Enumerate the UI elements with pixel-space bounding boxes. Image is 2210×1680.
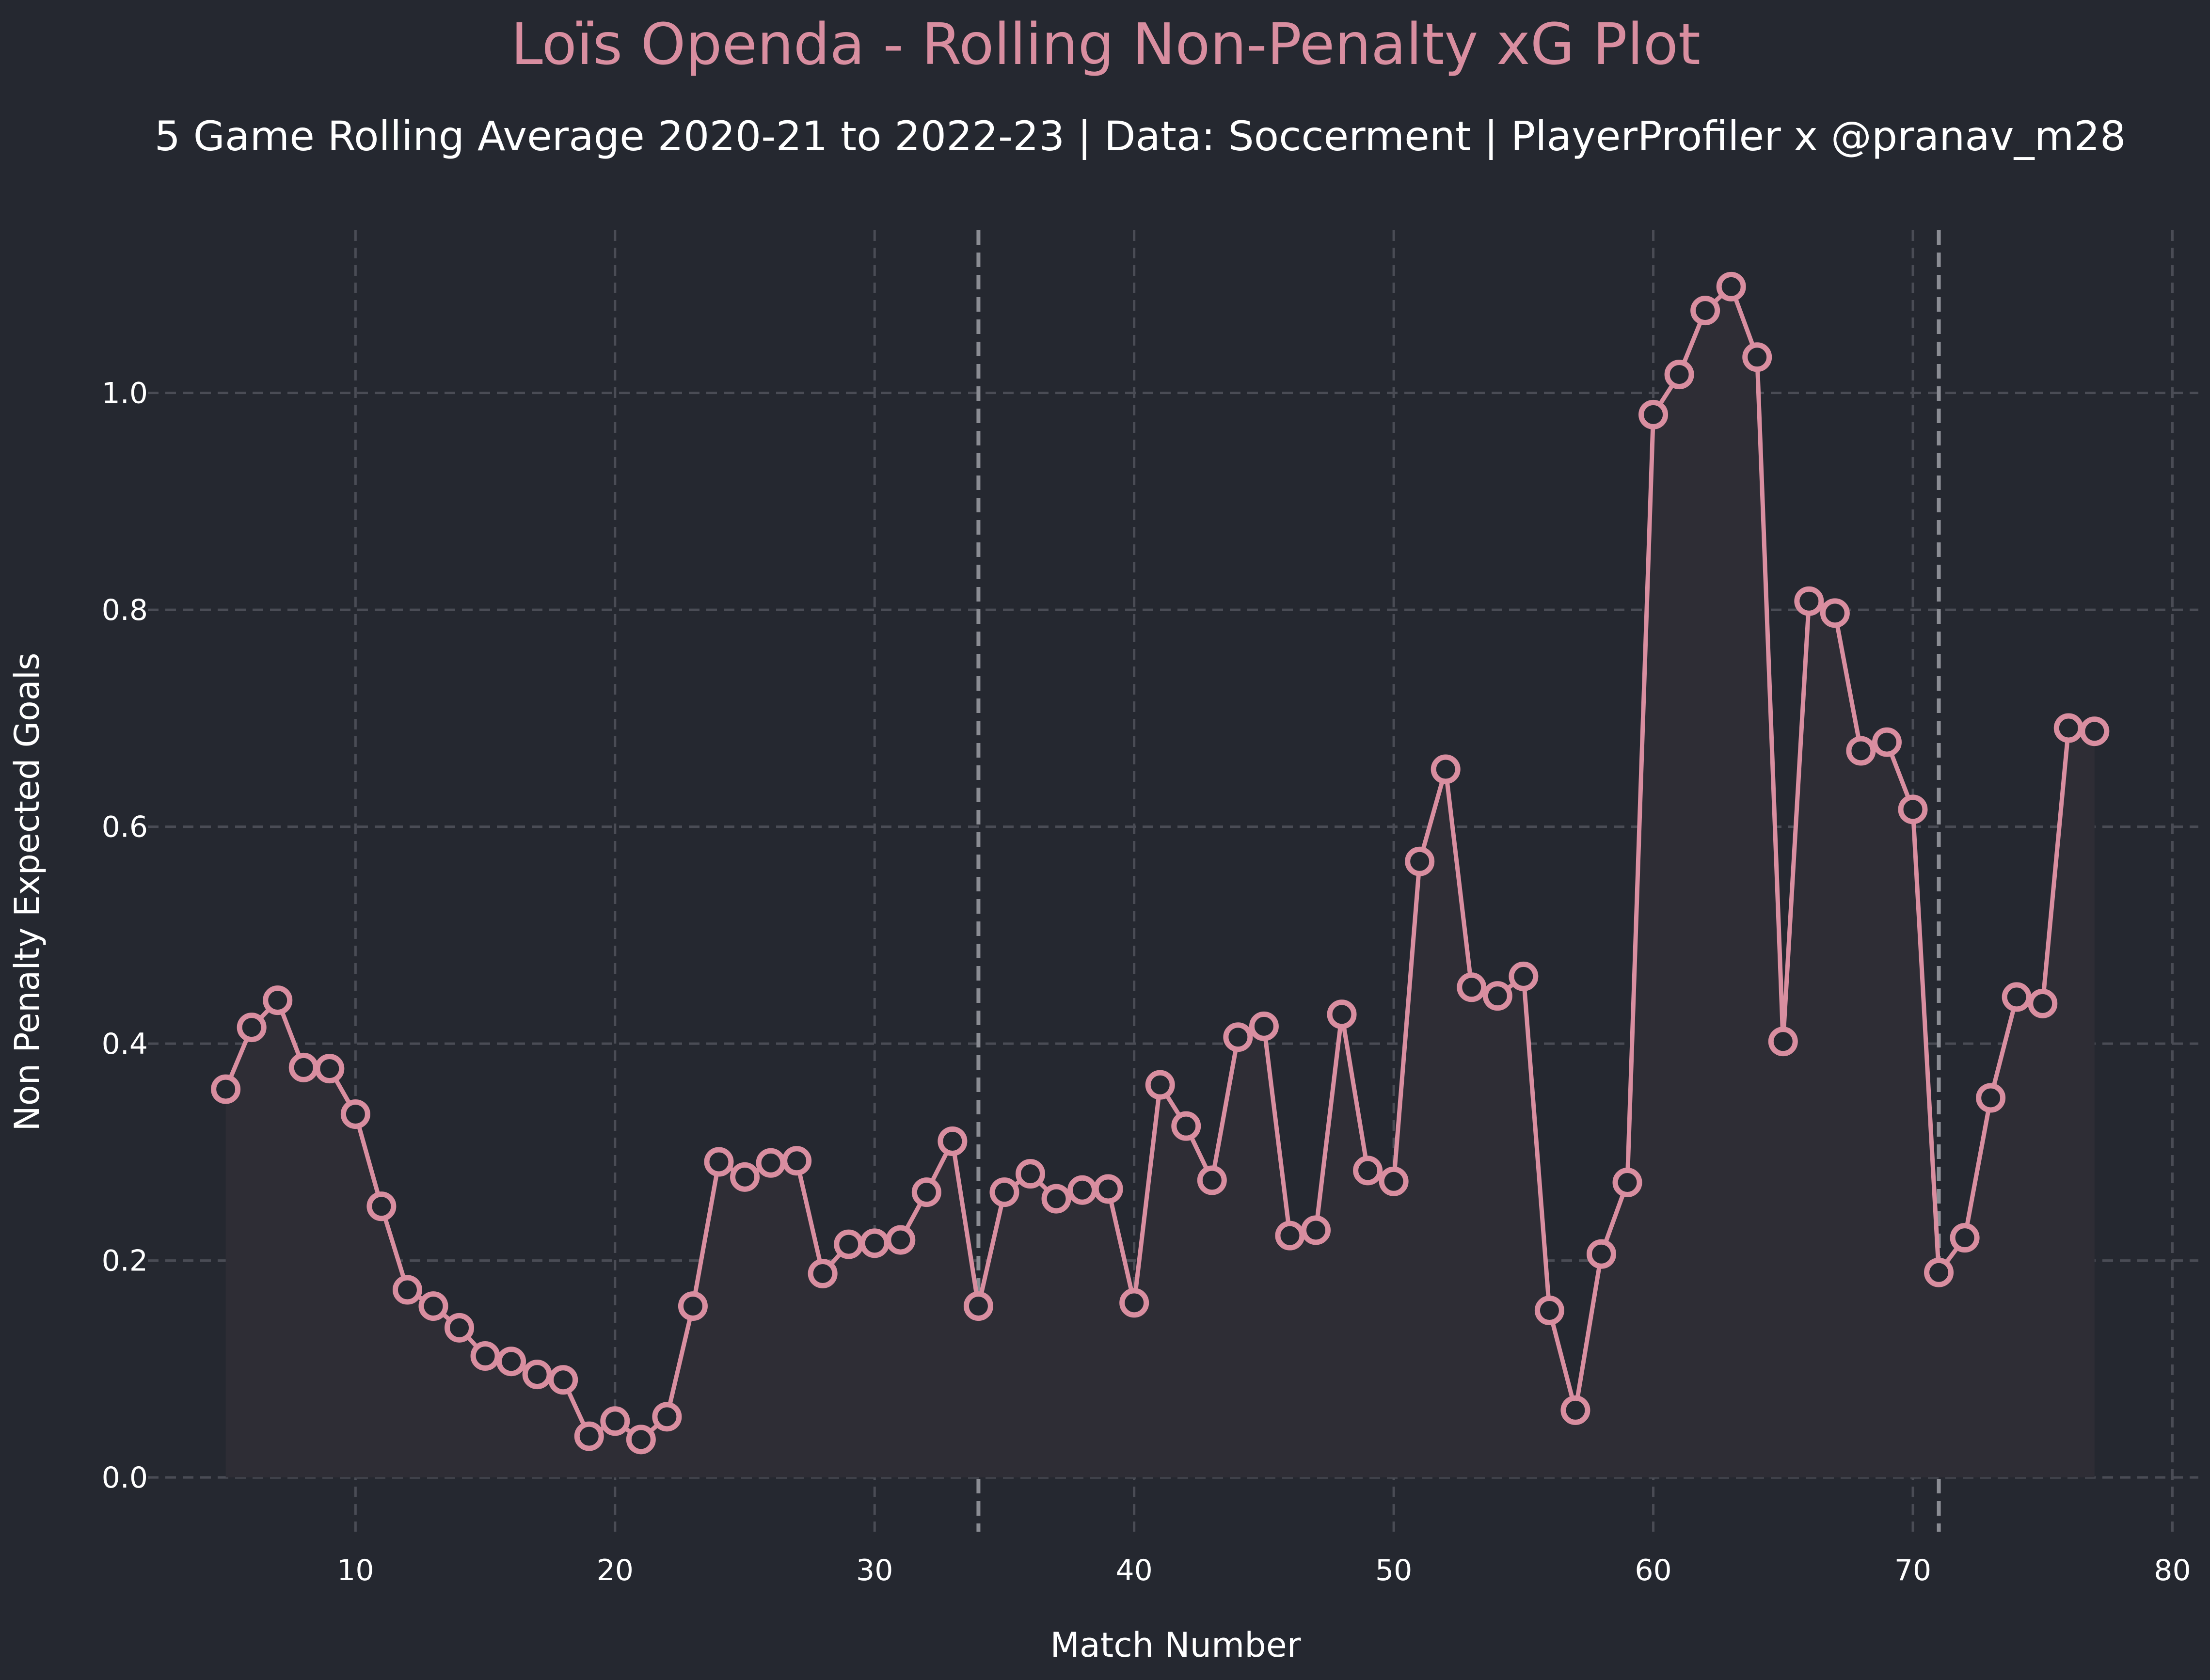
data-point: [652, 1402, 682, 1432]
data-point: [1249, 1011, 1279, 1041]
data-point: [263, 985, 293, 1015]
data-point: [1275, 1220, 1305, 1251]
data-point: [1093, 1174, 1123, 1204]
data-point: [445, 1313, 475, 1343]
x-tick-label: 40: [1116, 1553, 1153, 1587]
data-point: [626, 1425, 656, 1455]
data-point: [1586, 1239, 1616, 1269]
y-tick-label: 0.6: [102, 810, 148, 844]
data-point: [1950, 1223, 1980, 1253]
y-tick-label: 0.4: [102, 1027, 148, 1061]
data-point: [1872, 727, 1902, 757]
data-point: [1509, 961, 1539, 991]
data-point: [1898, 794, 1928, 824]
tick-label-layer: 10 20 30 40 50 60 70 80 0.0 0.2 0.4 0.6 0.8 1.0: [102, 377, 2191, 1587]
data-point: [938, 1126, 968, 1156]
data-point: [1119, 1288, 1149, 1318]
data-point: [1171, 1111, 1201, 1141]
data-point: [2002, 982, 2032, 1012]
data-point: [1431, 754, 1461, 784]
x-tick-label: 80: [2154, 1553, 2191, 1587]
data-point: [2053, 713, 2083, 743]
data-point: [288, 1052, 318, 1082]
data-point: [1223, 1022, 1253, 1052]
data-point: [1612, 1168, 1642, 1198]
data-point: [1638, 399, 1669, 429]
data-point: [574, 1421, 604, 1451]
data-point: [859, 1228, 890, 1258]
chart-title: Loïs Openda - Rolling Non-Penalty xG Plo…: [511, 11, 1701, 78]
data-point: [1924, 1257, 1954, 1287]
data-point: [886, 1225, 916, 1255]
data-point: [1301, 1215, 1331, 1245]
data-point: [1690, 296, 1720, 326]
data-point: [418, 1291, 448, 1321]
y-tick-label: 0.2: [102, 1244, 148, 1278]
data-point: [548, 1365, 578, 1395]
point-layer: [211, 271, 2110, 1455]
data-point: [366, 1191, 397, 1221]
data-point: [1353, 1156, 1383, 1186]
data-point: [1976, 1083, 2006, 1113]
data-point: [211, 1074, 241, 1104]
data-point: [1016, 1159, 1046, 1189]
data-point: [1846, 736, 1876, 766]
data-point: [496, 1347, 526, 1377]
chart-subtitle: 5 Game Rolling Average 2020-21 to 2022-2…: [155, 112, 2126, 160]
data-point: [1716, 271, 1746, 301]
data-point: [911, 1177, 941, 1207]
x-tick-label: 70: [1894, 1553, 1931, 1587]
x-tick-label: 10: [337, 1553, 374, 1587]
data-point: [1197, 1165, 1227, 1195]
data-point: [1768, 1027, 1798, 1057]
data-point: [1067, 1175, 1097, 1205]
data-point: [600, 1406, 630, 1436]
data-point: [522, 1360, 552, 1390]
x-tick-label: 60: [1635, 1553, 1671, 1587]
data-point: [1820, 598, 1850, 628]
data-point: [756, 1148, 786, 1178]
series-area: [225, 286, 2095, 1478]
x-tick-label: 50: [1375, 1553, 1412, 1587]
data-point: [1794, 586, 1824, 616]
data-point: [1534, 1296, 1564, 1326]
data-point: [1482, 981, 1512, 1011]
data-point: [392, 1275, 422, 1305]
data-point: [1379, 1166, 1409, 1196]
data-point: [730, 1162, 760, 1192]
y-axis-label: Non Penalty Expected Goals: [7, 652, 47, 1131]
y-tick-label: 1.0: [102, 377, 148, 411]
data-point: [470, 1341, 500, 1371]
data-point: [2080, 716, 2110, 746]
data-point: [1041, 1184, 1071, 1214]
data-point: [704, 1147, 734, 1177]
data-point: [989, 1177, 1019, 1207]
data-point: [963, 1291, 993, 1321]
data-point: [1664, 360, 1694, 390]
data-point: [1560, 1395, 1590, 1425]
data-point: [340, 1099, 370, 1129]
data-point: [678, 1291, 708, 1321]
x-tick-label: 30: [856, 1553, 893, 1587]
data-point: [315, 1054, 345, 1084]
data-point: [2028, 988, 2058, 1018]
data-point: [808, 1258, 838, 1288]
x-axis-label: Match Number: [1050, 1625, 1301, 1665]
data-point: [237, 1013, 267, 1043]
x-tick-label: 20: [597, 1553, 634, 1587]
data-point: [1405, 846, 1435, 876]
data-point: [782, 1146, 812, 1176]
y-tick-label: 0.8: [102, 593, 148, 627]
data-point: [834, 1229, 864, 1259]
data-point: [1145, 1070, 1175, 1100]
data-point: [1457, 972, 1487, 1002]
data-point: [1327, 999, 1357, 1030]
area-layer: [225, 286, 2095, 1478]
y-tick-label: 0.0: [102, 1461, 148, 1495]
data-point: [1742, 342, 1772, 372]
